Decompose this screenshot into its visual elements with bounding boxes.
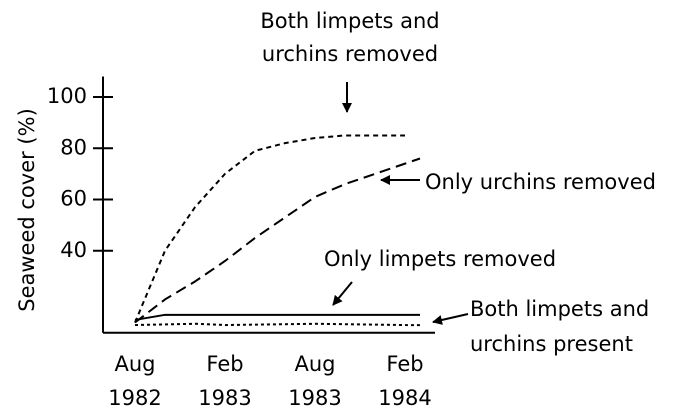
- annotation: Only limpets removed: [324, 247, 556, 271]
- x-tick-label: Aug 1982: [108, 352, 161, 410]
- annotation: urchins removed: [262, 42, 438, 66]
- series-line: [134, 157, 421, 324]
- y-tick-label: 60: [60, 187, 87, 211]
- y-tick-label: 40: [60, 238, 87, 262]
- annotation: Both limpets and: [260, 9, 439, 33]
- series-line: [134, 322, 420, 327]
- annotation: urchins present: [470, 332, 633, 356]
- y-tick-label: 80: [60, 135, 87, 159]
- x-tick-label: Aug 1983: [288, 352, 341, 410]
- y-tick-label: 100: [47, 84, 87, 108]
- arrow: [332, 281, 353, 306]
- series-line: [134, 313, 420, 321]
- annotation: Only urchins removed: [425, 170, 656, 194]
- x-tick-label: Feb 1983: [198, 352, 251, 410]
- arrow: [432, 313, 469, 325]
- y-axis-label: Seaweed cover (%): [15, 108, 39, 312]
- annotation: Both limpets and: [470, 297, 649, 321]
- series-line: [134, 134, 405, 323]
- x-tick-label: Feb 1984: [378, 352, 431, 410]
